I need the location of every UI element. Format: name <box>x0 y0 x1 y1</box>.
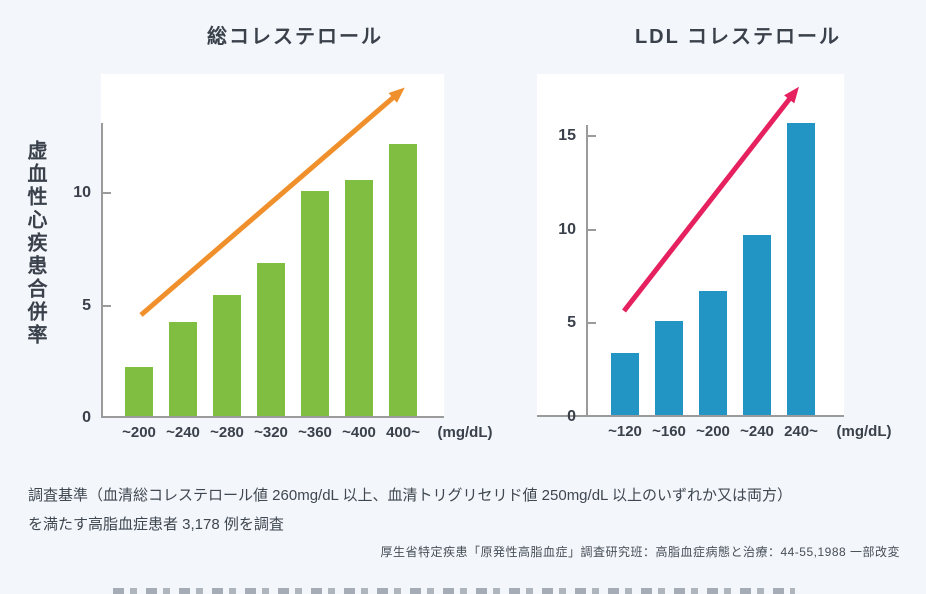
bar <box>169 322 197 416</box>
bar <box>345 180 373 416</box>
footnote-line-1: 調査基準（血清総コレステロール値 260mg/dL 以上、血清トリグリセリド値 … <box>28 487 792 504</box>
x-tick-label: ~240 <box>740 423 774 440</box>
bar <box>257 263 285 416</box>
bar <box>699 291 727 415</box>
plot-area: 0 5 10 15 ~120 ~160 ~200 ~240 240~ (mg/dL) <box>537 74 891 440</box>
bar <box>787 123 815 415</box>
x-axis-line <box>537 415 844 417</box>
y-tick-mark <box>588 229 596 231</box>
bar <box>743 235 771 415</box>
y-axis-label: 虚血性心疾患合併率 <box>24 140 46 347</box>
x-axis-line <box>101 416 444 418</box>
bar <box>213 295 241 416</box>
plot-area: 0 5 10 ~200 ~240 ~280 ~320 ~360 ~400 400~ (mg/dL) <box>73 74 492 441</box>
y-tick-label: 0 <box>567 408 576 425</box>
y-tick-mark <box>588 322 596 324</box>
x-tick-label: ~400 <box>342 424 376 441</box>
x-tick-label: ~320 <box>254 424 288 441</box>
x-tick-label: ~200 <box>122 424 156 441</box>
x-tick-label: 400~ <box>386 424 420 441</box>
x-tick-label: ~240 <box>166 424 200 441</box>
x-tick-label: ~280 <box>210 424 244 441</box>
y-tick-label: 5 <box>82 297 91 314</box>
chart-title-ldl-cholesterol: LDL コレステロール <box>634 26 842 48</box>
bar <box>125 367 153 416</box>
y-tick-mark <box>103 192 111 194</box>
x-tick-label: ~360 <box>298 424 332 441</box>
y-tick-label: 10 <box>73 184 91 201</box>
source-citation: 厚生省特定疾患「原発性高脂血症」調査研究班：高脂血症病態と治療：44-55,19… <box>380 545 900 559</box>
y-axis-line <box>101 123 103 418</box>
y-tick-label: 0 <box>82 409 91 426</box>
trend-arrow-icon <box>622 86 799 313</box>
x-tick-label: ~160 <box>652 423 686 440</box>
footnote: 調査基準（血清総コレステロール値 260mg/dL 以上、血清トリグリセリド値 … <box>28 481 792 539</box>
bar <box>655 321 683 415</box>
x-tick-label: ~200 <box>696 423 730 440</box>
y-tick-mark <box>588 135 596 137</box>
cutoff-text-tops <box>113 588 795 594</box>
y-tick-label: 10 <box>558 221 576 238</box>
y-tick-label: 15 <box>558 127 576 144</box>
y-tick-label: 5 <box>567 314 576 331</box>
x-tick-label: ~120 <box>608 423 642 440</box>
chart-title-total-cholesterol: 総コレステロール <box>207 26 383 48</box>
y-axis-line <box>586 125 588 417</box>
x-tick-label: 240~ <box>784 423 818 440</box>
footnote-line-2: を満たす高脂血症患者 3,178 例を調査 <box>28 516 284 533</box>
y-tick-mark <box>103 305 111 307</box>
x-axis-unit-label: (mg/dL) <box>437 424 493 441</box>
bar <box>611 353 639 415</box>
bar <box>389 144 417 416</box>
trend-arrow-icon <box>139 87 405 317</box>
bar <box>301 191 329 416</box>
x-axis-unit-label: (mg/dL) <box>836 423 892 440</box>
